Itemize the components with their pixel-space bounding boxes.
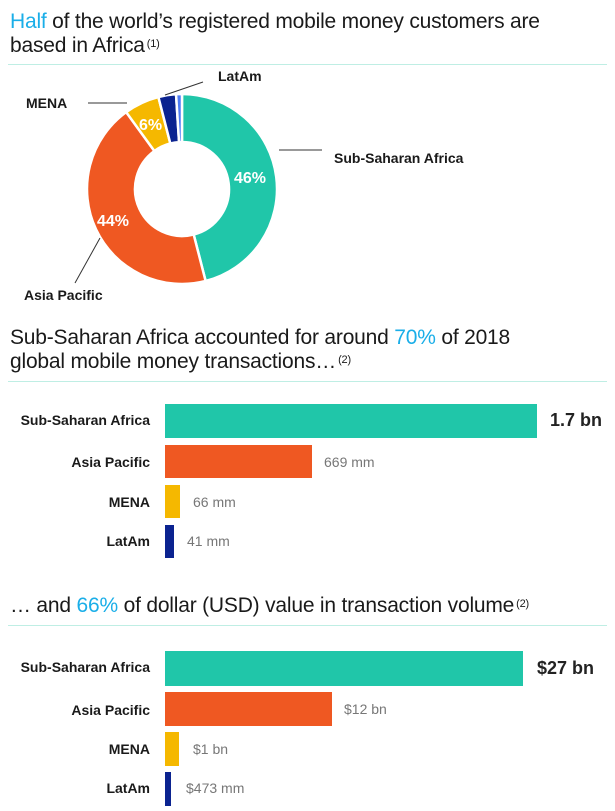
divider (8, 625, 607, 626)
value-chart-title: … and 66% of dollar (USD) value in trans… (10, 594, 530, 617)
bar-latam (165, 772, 171, 806)
bar-value: 66 mm (193, 494, 236, 510)
legend-latam: LatAm (218, 68, 262, 84)
bar-value: $473 mm (186, 780, 245, 796)
footnote-ref: (2) (338, 354, 351, 366)
bar-mena (165, 485, 180, 518)
donut-chart-title: Half of the world’s registered mobile mo… (10, 10, 540, 57)
bar-asia-pacific (165, 445, 312, 478)
legend-mena: MENA (26, 95, 68, 111)
legend-ssa: Sub-Saharan Africa (334, 150, 464, 166)
bar-ssa (165, 404, 537, 438)
bar-label: LatAm (106, 780, 150, 796)
bar-value: $12 bn (344, 701, 387, 717)
bar-value: 669 mm (324, 454, 375, 470)
divider (8, 64, 607, 65)
bar-ssa (165, 651, 523, 686)
bar-label: Asia Pacific (71, 702, 150, 718)
bar-value: 1.7 bn (550, 410, 603, 430)
slice-label-asia-pacific: 44% (97, 213, 130, 230)
bar-value: $27 bn (537, 658, 595, 678)
bar-value: $1 bn (193, 741, 229, 757)
bar-label: Sub-Saharan Africa (20, 412, 150, 428)
transactions-chart-title: Sub-Saharan Africa accounted for around … (10, 326, 511, 373)
title-highlight: Half (10, 10, 47, 33)
divider (8, 381, 607, 382)
donut-slice-other (174, 92, 184, 144)
footnote-ref: (2) (516, 598, 530, 610)
bar-label: LatAm (106, 533, 150, 549)
bar-asia-pacific (165, 692, 332, 726)
leader-line (74, 237, 101, 284)
bar-mena (165, 732, 179, 766)
footnote-ref: (1) (146, 38, 160, 50)
bar-latam (165, 525, 174, 558)
donut-slice-ssa (180, 92, 279, 283)
bar-label: Asia Pacific (71, 454, 150, 470)
leader-line (164, 81, 204, 96)
bar-label: MENA (108, 741, 150, 757)
bar-value: 41 mm (187, 533, 230, 549)
bar-label: Sub-Saharan Africa (20, 659, 150, 675)
legend-asia-pacific: Asia Pacific (24, 287, 103, 303)
slice-label-ssa: 46% (234, 170, 267, 187)
slice-label-mena: 6% (139, 117, 163, 134)
bar-label: MENA (108, 494, 150, 510)
donut-slice-asia-pacific (85, 110, 208, 286)
